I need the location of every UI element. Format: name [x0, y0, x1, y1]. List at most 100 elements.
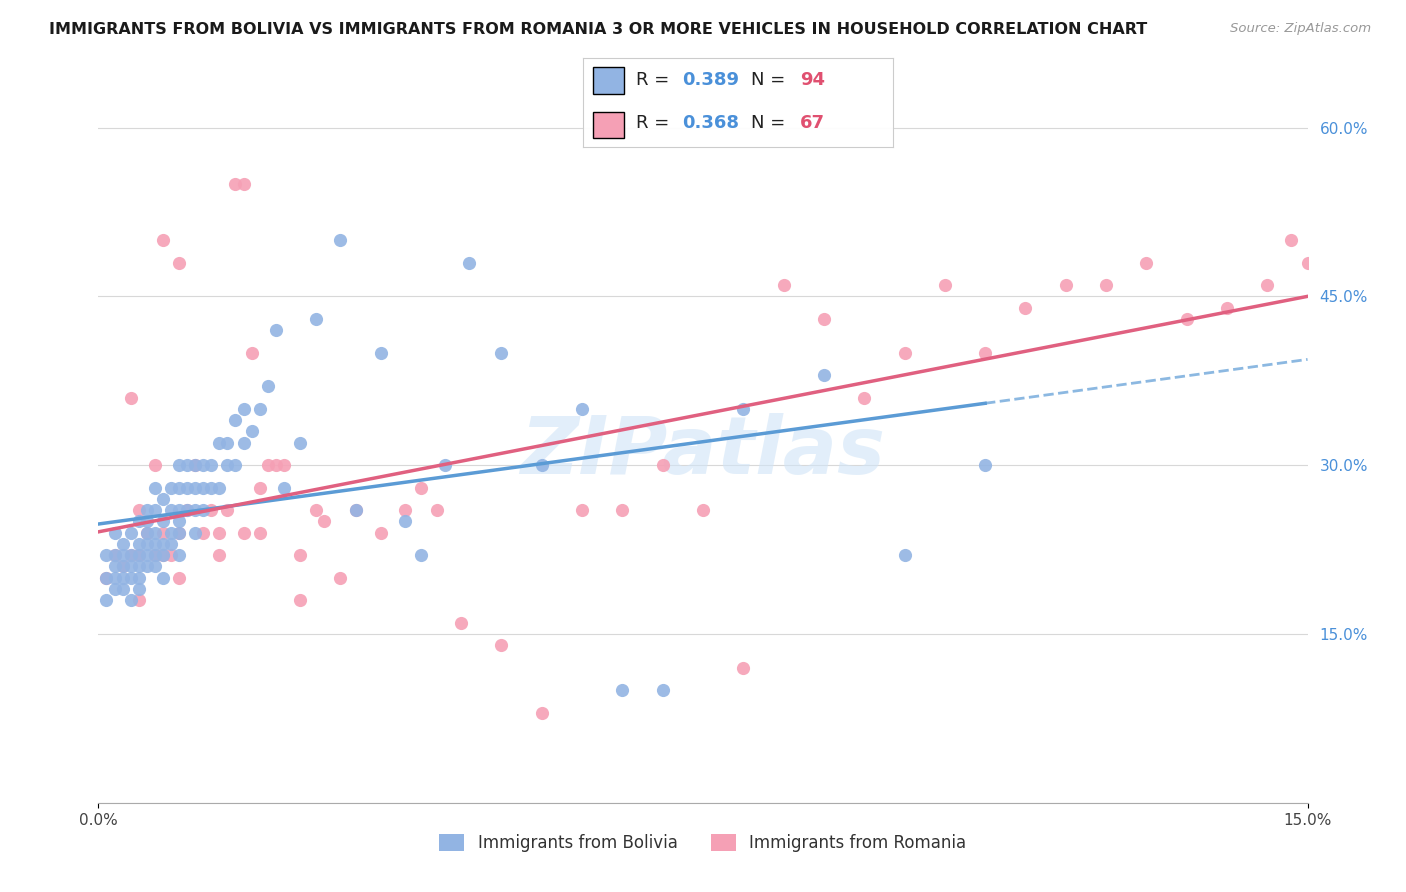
Point [200, 458, 222, 473]
Point [458, 255, 481, 269]
Point [288, 435, 311, 450]
Point [305, 503, 328, 517]
Point [409, 548, 432, 562]
Point [193, 458, 215, 473]
Point [200, 503, 222, 517]
Point [651, 683, 673, 698]
Point [344, 503, 367, 517]
Point [193, 525, 215, 540]
Point [128, 582, 150, 596]
Point [143, 481, 166, 495]
Text: N =: N = [751, 71, 790, 89]
Point [394, 515, 416, 529]
Point [167, 548, 190, 562]
Point [1281, 233, 1303, 247]
Point [232, 177, 254, 191]
Point [160, 481, 183, 495]
Text: N =: N = [751, 114, 790, 132]
Point [167, 525, 190, 540]
Point [152, 537, 174, 551]
Point [135, 559, 157, 574]
Point [111, 559, 134, 574]
Point [1135, 255, 1157, 269]
Point [329, 571, 352, 585]
Point [111, 537, 134, 551]
Point [813, 368, 835, 383]
Point [256, 458, 278, 473]
Point [120, 391, 142, 405]
Point [288, 548, 311, 562]
Point [1054, 278, 1077, 293]
Point [120, 548, 142, 562]
Point [184, 458, 207, 473]
Point [571, 401, 593, 416]
Point [256, 379, 278, 393]
Point [370, 525, 392, 540]
Point [491, 638, 513, 652]
Point [893, 345, 915, 359]
Point [249, 525, 271, 540]
Point [103, 582, 125, 596]
Point [224, 177, 246, 191]
Point [128, 571, 150, 585]
Point [530, 706, 553, 720]
Point [128, 548, 150, 562]
Point [152, 571, 174, 585]
Point [329, 233, 352, 247]
Point [974, 345, 997, 359]
Point [184, 525, 207, 540]
Point [128, 559, 150, 574]
Text: IMMIGRANTS FROM BOLIVIA VS IMMIGRANTS FROM ROMANIA 3 OR MORE VEHICLES IN HOUSEHO: IMMIGRANTS FROM BOLIVIA VS IMMIGRANTS FR… [49, 22, 1147, 37]
Point [1256, 278, 1278, 293]
Point [232, 435, 254, 450]
Point [160, 503, 183, 517]
Point [167, 525, 190, 540]
Point [167, 515, 190, 529]
Point [217, 435, 239, 450]
Point [1175, 312, 1198, 326]
Point [1095, 278, 1118, 293]
Point [264, 458, 287, 473]
Point [249, 481, 271, 495]
Point [1216, 301, 1239, 315]
Point [167, 255, 190, 269]
Point [120, 571, 142, 585]
Point [314, 515, 336, 529]
Point [135, 515, 157, 529]
Point [208, 548, 231, 562]
FancyBboxPatch shape [593, 67, 624, 94]
Point [571, 503, 593, 517]
Point [128, 515, 150, 529]
Point [96, 548, 118, 562]
Point [813, 312, 835, 326]
Point [143, 458, 166, 473]
Point [733, 661, 755, 675]
Point [128, 548, 150, 562]
Point [111, 559, 134, 574]
FancyBboxPatch shape [593, 112, 624, 138]
Point [152, 548, 174, 562]
Text: 0.368: 0.368 [682, 114, 740, 132]
Point [143, 537, 166, 551]
Point [249, 401, 271, 416]
Point [160, 525, 183, 540]
Text: R =: R = [636, 71, 675, 89]
Point [120, 593, 142, 607]
Point [394, 503, 416, 517]
Point [160, 537, 183, 551]
Point [176, 458, 198, 473]
Point [143, 548, 166, 562]
Point [217, 458, 239, 473]
Point [934, 278, 956, 293]
Point [692, 503, 714, 517]
Point [176, 503, 198, 517]
Point [184, 458, 207, 473]
Point [240, 345, 263, 359]
Point [167, 481, 190, 495]
Point [224, 413, 246, 427]
Point [450, 615, 472, 630]
Text: R =: R = [636, 114, 675, 132]
Point [370, 345, 392, 359]
Point [160, 548, 183, 562]
Point [103, 571, 125, 585]
